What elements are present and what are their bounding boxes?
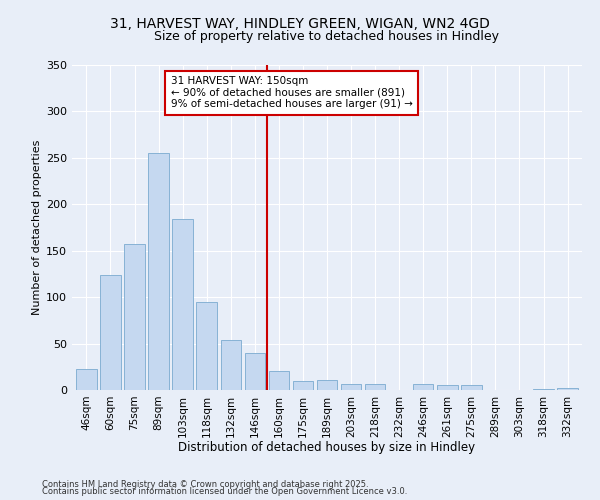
- Bar: [172, 219, 193, 390]
- Bar: [461, 386, 482, 390]
- Bar: [557, 388, 578, 390]
- Text: Contains public sector information licensed under the Open Government Licence v3: Contains public sector information licen…: [42, 488, 407, 496]
- Text: Contains HM Land Registry data © Crown copyright and database right 2025.: Contains HM Land Registry data © Crown c…: [42, 480, 368, 489]
- Y-axis label: Number of detached properties: Number of detached properties: [32, 140, 42, 315]
- Bar: [317, 380, 337, 390]
- Bar: [76, 368, 97, 390]
- Title: Size of property relative to detached houses in Hindley: Size of property relative to detached ho…: [155, 30, 499, 43]
- Bar: [196, 302, 217, 390]
- Bar: [221, 340, 241, 390]
- Bar: [533, 389, 554, 390]
- Bar: [100, 275, 121, 390]
- Bar: [341, 384, 361, 390]
- Bar: [124, 244, 145, 390]
- Bar: [245, 353, 265, 390]
- Bar: [437, 386, 458, 390]
- Bar: [269, 372, 289, 390]
- Text: 31, HARVEST WAY, HINDLEY GREEN, WIGAN, WN2 4GD: 31, HARVEST WAY, HINDLEY GREEN, WIGAN, W…: [110, 18, 490, 32]
- Bar: [293, 380, 313, 390]
- Bar: [365, 384, 385, 390]
- X-axis label: Distribution of detached houses by size in Hindley: Distribution of detached houses by size …: [178, 441, 476, 454]
- Bar: [413, 384, 433, 390]
- Bar: [148, 153, 169, 390]
- Text: 31 HARVEST WAY: 150sqm
← 90% of detached houses are smaller (891)
9% of semi-det: 31 HARVEST WAY: 150sqm ← 90% of detached…: [170, 76, 413, 110]
